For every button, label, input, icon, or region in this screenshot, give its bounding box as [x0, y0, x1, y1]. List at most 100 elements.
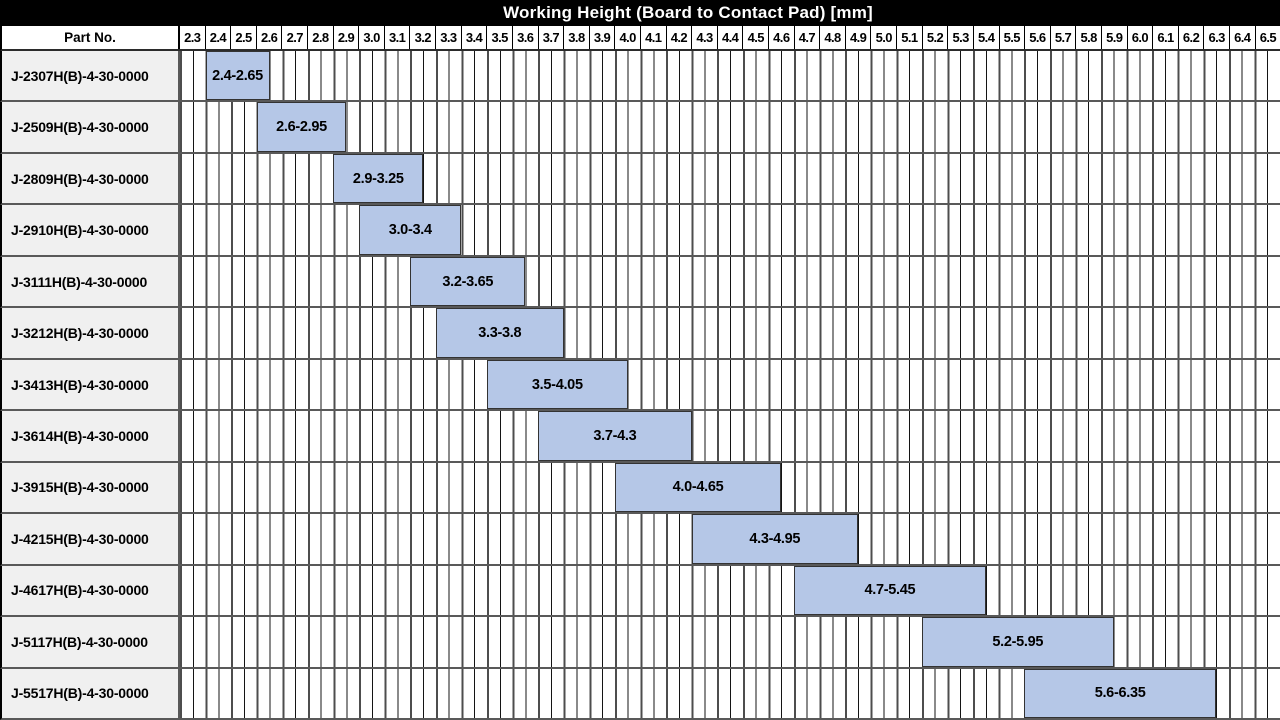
axis-tick: 3.4 — [460, 26, 487, 49]
axis-tick: 6.2 — [1177, 26, 1204, 49]
axis-tick: 2.7 — [281, 26, 307, 49]
axis-tick: 5.8 — [1075, 26, 1101, 49]
axis-tick: 5.0 — [870, 26, 896, 49]
range-bar: 5.2-5.95 — [921, 617, 1114, 667]
part-no-cell: J-3413H(B)-4-30-0000 — [2, 359, 180, 410]
row-grid: 3.7-4.3 — [180, 411, 1280, 461]
axis-tick: 2.5 — [230, 26, 256, 49]
table-row: J-3111H(B)-4-30-0000 3.2-3.65 — [0, 256, 1280, 309]
range-bar: 2.9-3.25 — [333, 153, 424, 204]
range-bar: 2.4-2.65 — [205, 51, 270, 101]
part-no-cell: J-4215H(B)-4-30-0000 — [2, 514, 180, 564]
table-row: J-5117H(B)-4-30-0000 5.2-5.95 — [0, 617, 1280, 669]
axis-tick: 3.8 — [563, 26, 589, 49]
table-row: J-2910H(B)-4-30-0000 3.0-3.4 — [0, 205, 1280, 257]
axis-tick: 4.6 — [768, 26, 794, 49]
axis-tick: 3.3 — [435, 26, 461, 49]
range-bar: 3.2-3.65 — [410, 256, 526, 307]
part-no-cell: J-2509H(B)-4-30-0000 — [2, 102, 180, 152]
axis-tick: 5.5 — [998, 26, 1025, 49]
part-no-cell: J-3915H(B)-4-30-0000 — [2, 462, 180, 513]
axis-tick: 6.3 — [1203, 26, 1229, 49]
table-row: J-3413H(B)-4-30-0000 3.5-4.05 — [0, 359, 1280, 412]
axis-tick: 6.1 — [1152, 26, 1178, 49]
axis-tick: 5.4 — [972, 26, 999, 49]
range-bar: 4.0-4.65 — [614, 462, 782, 513]
axis-tick: 4.4 — [716, 26, 743, 49]
row-grid: 2.9-3.25 — [180, 153, 1280, 204]
range-bar-label: 2.6-2.95 — [276, 119, 327, 136]
table-row: J-2509H(B)-4-30-0000 2.6-2.95 — [0, 102, 1280, 154]
part-no-cell: J-3212H(B)-4-30-0000 — [2, 308, 180, 358]
row-grid: 3.5-4.05 — [180, 359, 1280, 410]
axis-tick: 3.2 — [409, 26, 435, 49]
row-grid: 5.2-5.95 — [180, 617, 1280, 667]
part-no-cell: J-2809H(B)-4-30-0000 — [2, 153, 180, 204]
axis-tick: 2.6 — [255, 26, 282, 49]
part-no-cell: J-4617H(B)-4-30-0000 — [2, 565, 180, 616]
header-row: Part No. 2.3 2.4 2.5 2.6 2.7 2.8 2.9 3.0 3.1 3.2 3… — [0, 26, 1280, 51]
range-bar-label: 3.3-3.8 — [478, 325, 522, 342]
range-bar-label: 5.2-5.95 — [992, 633, 1044, 650]
part-no-header-label: Part No. — [64, 30, 116, 45]
part-no-cell: J-5517H(B)-4-30-0000 — [2, 668, 180, 719]
row-grid: 4.3-4.95 — [180, 514, 1280, 564]
axis-tick: 6.4 — [1228, 26, 1255, 49]
range-bar: 4.3-4.95 — [691, 514, 858, 564]
axis-tick: 5.7 — [1049, 26, 1076, 49]
range-bar-label: 3.7-4.3 — [593, 428, 637, 445]
range-bar: 3.0-3.4 — [359, 205, 462, 255]
table-row: J-4215H(B)-4-30-0000 4.3-4.95 — [0, 514, 1280, 566]
chart-title-bar: Working Height (Board to Contact Pad) [m… — [0, 0, 1280, 26]
axis-tick: 2.9 — [332, 26, 359, 49]
axis-tick: 5.1 — [896, 26, 922, 49]
range-bar-label: 2.9-3.25 — [352, 170, 404, 187]
axis-tick: 6.5 — [1254, 26, 1280, 49]
range-bar: 5.6-6.35 — [1024, 668, 1217, 719]
row-grid: 2.6-2.95 — [180, 102, 1280, 152]
row-grid: 2.4-2.65 — [180, 51, 1280, 101]
range-bar-label: 4.7-5.45 — [864, 582, 916, 599]
axis-tick: 2.3 — [184, 30, 201, 45]
row-grid: 5.6-6.35 — [180, 668, 1280, 719]
chart-rows: J-2307H(B)-4-30-0000 2.4-2.65 J-2509H(B)-4… — [0, 51, 1280, 720]
row-grid: 4.0-4.65 — [180, 462, 1280, 513]
table-row: J-3915H(B)-4-30-0000 4.0-4.65 — [0, 462, 1280, 515]
axis-tick: 3.1 — [383, 26, 410, 49]
axis-tick: 5.2 — [921, 26, 948, 49]
axis-tick: 4.2 — [665, 26, 692, 49]
table-row: J-2307H(B)-4-30-0000 2.4-2.65 — [0, 51, 1280, 103]
axis-tick: 4.9 — [844, 26, 871, 49]
axis-tick: 4.3 — [691, 26, 717, 49]
axis-tick: 4.7 — [793, 26, 820, 49]
axis-tick: 3.0 — [358, 26, 384, 49]
axis-tick: 3.5 — [486, 26, 512, 49]
part-no-cell: J-3111H(B)-4-30-0000 — [2, 256, 180, 307]
axis-tick: 2.8 — [307, 26, 333, 49]
part-no-cell: J-5117H(B)-4-30-0000 — [2, 617, 180, 667]
part-no-cell: J-2910H(B)-4-30-0000 — [2, 205, 180, 255]
range-bar: 3.3-3.8 — [435, 308, 564, 358]
axis-tick: 3.9 — [588, 26, 615, 49]
range-bar-label: 5.6-6.35 — [1094, 685, 1146, 702]
axis-tick-row: 2.3 2.4 2.5 2.6 2.7 2.8 2.9 3.0 3.1 3.2 3.3 3.4 3.5 3… — [180, 26, 1280, 49]
range-bar: 4.7-5.45 — [793, 565, 986, 616]
axis-tick: 6.0 — [1126, 26, 1153, 49]
range-bar-label: 4.0-4.65 — [672, 479, 724, 496]
chart-title: Working Height (Board to Contact Pad) [m… — [503, 3, 873, 22]
axis-tick: 5.6 — [1024, 26, 1050, 49]
range-bar: 3.7-4.3 — [538, 411, 692, 461]
range-bar-label: 3.0-3.4 — [388, 222, 432, 239]
axis-tick: 4.0 — [614, 26, 640, 49]
range-bar-label: 2.4-2.65 — [212, 67, 263, 84]
axis-tick: 5.9 — [1100, 26, 1127, 49]
axis-tick: 2.4 — [204, 26, 231, 49]
range-bar-label: 3.2-3.65 — [442, 273, 494, 290]
row-grid: 3.2-3.65 — [180, 256, 1280, 307]
range-bar: 3.5-4.05 — [486, 359, 628, 410]
range-bar-label: 3.5-4.05 — [531, 376, 583, 393]
range-bar-label: 4.3-4.95 — [749, 530, 801, 547]
row-grid: 3.0-3.4 — [180, 205, 1280, 255]
part-no-cell: J-2307H(B)-4-30-0000 — [2, 51, 180, 101]
